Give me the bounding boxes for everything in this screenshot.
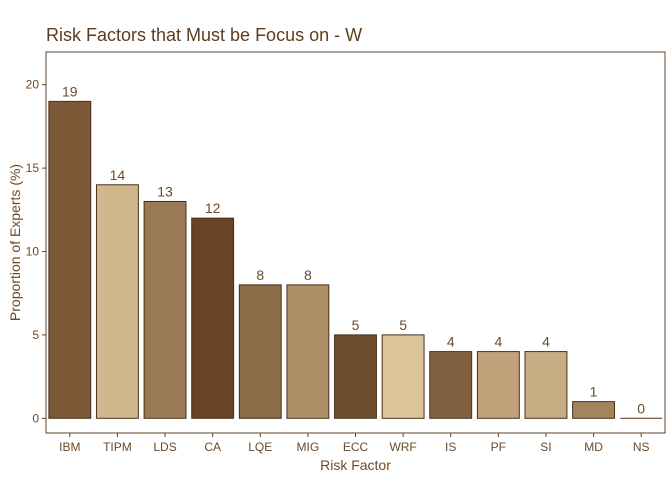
bar-ca <box>191 217 235 419</box>
x-axis: IBM TIPM LDS CA LQE MIG ECC WRF IS PF SI MD NS <box>59 433 650 454</box>
bars-group <box>48 100 663 419</box>
x-axis-title: Risk Factor <box>320 457 391 473</box>
x-tick-label-is: IS <box>445 440 456 454</box>
x-tick-label-mig: MIG <box>297 440 320 454</box>
bar-is <box>429 351 473 419</box>
bar-tipm <box>95 184 139 419</box>
data-label-ca: 12 <box>205 200 221 216</box>
bar-lds <box>143 200 187 419</box>
y-tick-label: 0 <box>32 411 39 425</box>
data-label-is: 4 <box>447 334 455 350</box>
x-tick-label-tipm: TIPM <box>103 440 132 454</box>
x-tick-label-si: SI <box>540 440 551 454</box>
data-label-si: 4 <box>542 334 550 350</box>
x-tick-label-ibm: IBM <box>59 440 80 454</box>
bar-mig <box>286 284 330 419</box>
bar-pf <box>476 351 520 419</box>
bar-lqe <box>238 284 282 419</box>
y-tick-label: 5 <box>32 328 39 342</box>
data-label-pf: 4 <box>494 334 502 350</box>
data-label-ecc: 5 <box>352 317 360 333</box>
data-label-lqe: 8 <box>256 267 264 283</box>
data-labels-group: 19 14 13 12 8 8 5 5 4 4 4 1 0 <box>62 83 645 416</box>
data-label-lds: 13 <box>157 183 173 199</box>
y-tick-label: 20 <box>26 78 40 92</box>
chart-title: Risk Factors that Must be Focus on - W <box>46 25 362 45</box>
bar-md <box>572 401 616 419</box>
y-axis-title: Proportion of Experts (%) <box>7 164 23 321</box>
data-label-md: 1 <box>590 384 598 400</box>
data-label-ns: 0 <box>637 400 645 416</box>
x-tick-label-pf: PF <box>491 440 506 454</box>
x-tick-label-wrf: WRF <box>389 440 416 454</box>
data-label-tipm: 14 <box>110 167 126 183</box>
x-tick-label-ecc: ECC <box>343 440 369 454</box>
x-tick-label-lqe: LQE <box>248 440 272 454</box>
data-label-ibm: 19 <box>62 83 78 99</box>
data-label-mig: 8 <box>304 267 312 283</box>
x-tick-label-ca: CA <box>204 440 221 454</box>
x-tick-label-lds: LDS <box>153 440 176 454</box>
bar-ecc <box>334 334 377 419</box>
y-tick-label: 15 <box>26 161 40 175</box>
y-axis: 0 5 10 15 20 <box>26 78 46 425</box>
data-label-wrf: 5 <box>399 317 407 333</box>
x-tick-label-ns: NS <box>633 440 650 454</box>
bar-wrf <box>381 334 425 419</box>
x-tick-label-md: MD <box>584 440 603 454</box>
bar-si <box>524 351 568 419</box>
y-tick-label: 10 <box>26 245 40 259</box>
bar-ibm <box>48 100 92 419</box>
